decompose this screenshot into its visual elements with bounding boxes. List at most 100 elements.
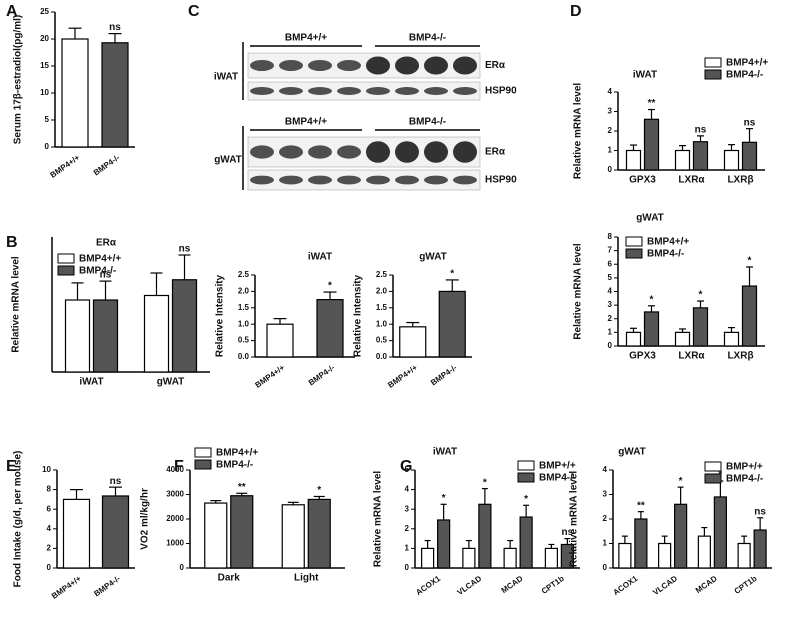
y-tick-label: 3 (608, 107, 613, 116)
bar (92, 299, 119, 373)
y-tick-label: 6 (47, 504, 52, 513)
x-tick-label: LXRα (678, 175, 705, 186)
blot-band (453, 141, 477, 163)
x-tick-label: GPX3 (629, 351, 656, 362)
legend-swatch (194, 459, 212, 470)
significance-label: ns (100, 270, 112, 281)
blot-band (395, 141, 419, 163)
y-tick-label: 4 (47, 524, 52, 533)
significance-label: ns (109, 22, 121, 33)
y-tick-label: 6 (608, 259, 613, 268)
bar (658, 542, 672, 569)
bar (697, 535, 711, 569)
legend-swatch (704, 69, 722, 80)
blot-band (279, 60, 303, 71)
bar (560, 543, 574, 569)
legend-label: BMP4-/- (647, 249, 684, 260)
significance-label: * (650, 294, 654, 305)
legend-swatch (57, 253, 75, 264)
panel-letter: A (6, 3, 18, 20)
y-tick-label: 1 (603, 539, 608, 548)
blot-band (308, 60, 332, 71)
chart-title: gWAT (618, 447, 646, 458)
significance-label: ns (695, 125, 707, 136)
y-tick-label: 1 (608, 327, 613, 336)
y-tick-label: 10 (42, 465, 51, 474)
legend-label: BMP4-/- (79, 266, 116, 277)
x-tick-label: Dark (218, 573, 241, 584)
x-tick-label: BMP4+/+ (386, 363, 419, 390)
y-tick-label: 1000 (166, 539, 184, 548)
panel-letter: C (188, 3, 200, 20)
y-axis-label: Relative mRNA level (373, 471, 384, 568)
y-tick-label: 4 (405, 485, 410, 494)
y-tick-label: 0 (608, 341, 613, 350)
y-axis-label: Relative mRNA level (11, 256, 22, 353)
significance-label: * (748, 256, 752, 267)
bar (643, 311, 660, 347)
y-tick-label: 1.0 (376, 319, 388, 328)
y-tick-label: 3 (608, 300, 613, 309)
x-tick-label: Light (294, 573, 319, 584)
significance-label: * (328, 281, 332, 292)
y-tick-label: 2 (603, 514, 608, 523)
significance-label: ** (648, 98, 656, 109)
blot-band (366, 56, 390, 75)
bar (737, 542, 751, 569)
blot-band (424, 175, 448, 185)
y-tick-label: 2 (608, 314, 613, 323)
y-tick-label: 0.0 (376, 352, 388, 361)
blot-band (250, 60, 274, 71)
chart-title: gWAT (419, 252, 447, 263)
significance-label: ns (754, 506, 766, 517)
y-tick-label: 5 (608, 273, 613, 282)
blot-band (453, 87, 477, 95)
significance-label: ns (744, 117, 756, 128)
y-axis-label: Relative Intensity (215, 274, 226, 357)
x-tick-label: BMP4-/- (429, 363, 459, 388)
legend-swatch (194, 447, 212, 458)
y-tick-label: 1 (405, 544, 410, 553)
bar (503, 547, 517, 569)
bar (643, 118, 660, 171)
bar (143, 294, 170, 373)
bar (316, 299, 344, 358)
y-tick-label: 3 (603, 490, 608, 499)
bar (101, 42, 129, 148)
bar (741, 285, 758, 347)
blot-band (424, 141, 448, 163)
bar (625, 331, 642, 347)
y-tick-label: 25 (40, 7, 49, 16)
bar (519, 516, 533, 569)
bar (723, 149, 740, 171)
blot-band (250, 145, 274, 159)
chart-title: ERα (96, 238, 117, 249)
y-tick-label: 2.5 (238, 270, 250, 279)
blot-band (395, 56, 419, 75)
x-tick-label: gWAT (157, 377, 185, 388)
blot-band (337, 145, 361, 159)
y-tick-label: 2.0 (376, 287, 388, 296)
significance-label: ns (110, 476, 122, 487)
x-tick-label: BMP4+/+ (50, 574, 83, 601)
blot-band (308, 175, 332, 185)
significance-label: * (524, 494, 528, 505)
y-tick-label: 2 (608, 126, 613, 135)
blot-band-label: HSP90 (485, 175, 517, 186)
legend-swatch (517, 472, 535, 483)
x-tick-label: ACOX1 (611, 574, 639, 597)
x-tick-label: BMP4-/- (92, 153, 122, 178)
legend-swatch (57, 265, 75, 276)
y-tick-label: 0.0 (238, 352, 250, 361)
bar (281, 504, 305, 569)
bar (230, 495, 254, 569)
x-tick-label: MCAD (500, 574, 525, 595)
x-tick-label: CPT1b (540, 574, 566, 596)
y-tick-label: 4 (603, 465, 608, 474)
y-tick-label: 7 (608, 246, 613, 255)
y-tick-label: 4 (608, 287, 613, 296)
y-axis-label: VO2 ml/kg/hr (140, 488, 151, 550)
blot-row (247, 81, 481, 101)
blot-band-label: HSP90 (485, 86, 517, 97)
